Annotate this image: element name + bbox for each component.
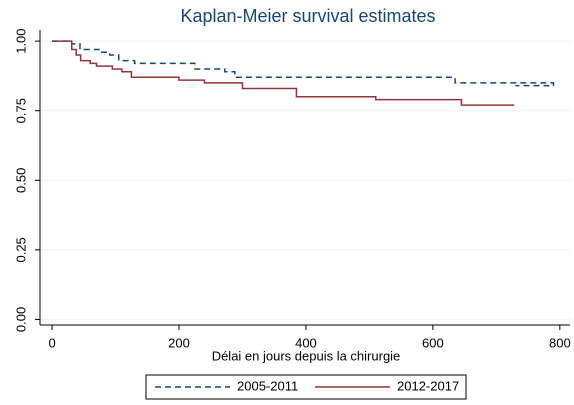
chart-title: Kaplan-Meier survival estimates bbox=[180, 6, 435, 26]
x-tick-label: 400 bbox=[295, 335, 317, 350]
x-axis-title: Délai en jours depuis la chirurgie bbox=[212, 348, 401, 363]
y-tick-label: 0.25 bbox=[13, 237, 28, 262]
y-tick-label: 0.00 bbox=[13, 307, 28, 332]
x-tick-label: 800 bbox=[549, 335, 571, 350]
x-tick-label: 600 bbox=[422, 335, 444, 350]
y-tick-label: 1.00 bbox=[13, 28, 28, 53]
x-tick-label: 0 bbox=[48, 335, 55, 350]
survival-line bbox=[52, 40, 555, 87]
legend-label: 2012-2017 bbox=[397, 378, 459, 393]
x-tick-label: 200 bbox=[168, 335, 190, 350]
legend-label: 2005-2011 bbox=[237, 378, 298, 393]
y-tick-label: 0.75 bbox=[13, 98, 28, 123]
survival-line bbox=[52, 40, 515, 106]
y-tick-label: 0.50 bbox=[13, 168, 28, 193]
